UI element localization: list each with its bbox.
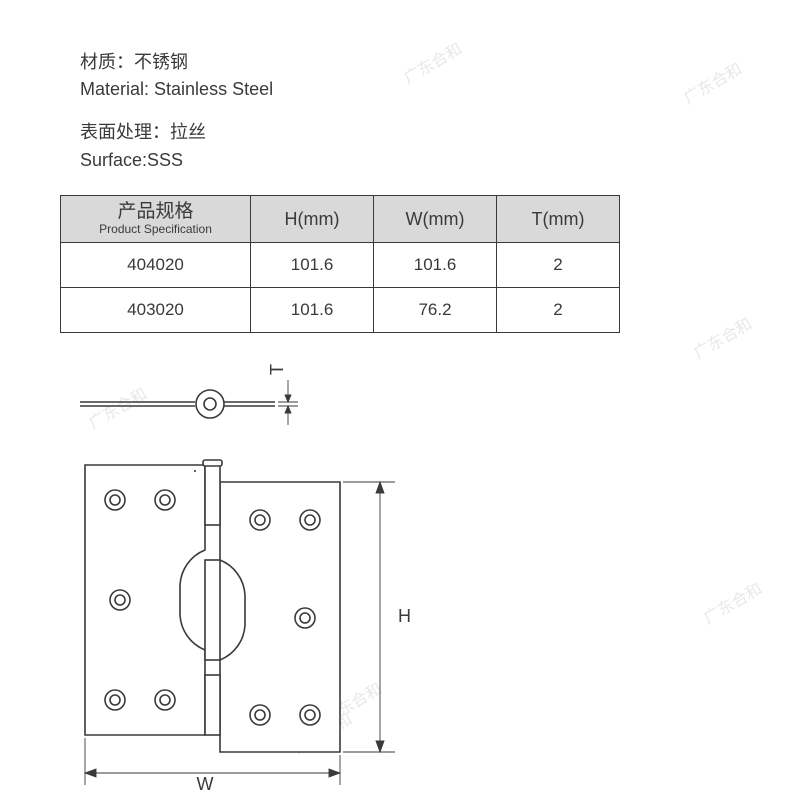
th-t: T(mm) xyxy=(497,196,620,243)
th-spec-cn: 产品规格 xyxy=(65,202,246,223)
material-cn-label: 材质： xyxy=(80,52,134,72)
dim-label-t: T xyxy=(267,364,287,375)
diagram-area: T xyxy=(60,360,620,790)
cell-h: 101.6 xyxy=(251,243,374,288)
dim-label-h: H xyxy=(398,606,411,626)
cell-w: 101.6 xyxy=(374,243,497,288)
spec-table-wrap: 产品规格 Product Specification H(mm) W(mm) T… xyxy=(60,195,620,333)
watermark: 广东合和 xyxy=(698,576,765,629)
table-header-row: 产品规格 Product Specification H(mm) W(mm) T… xyxy=(61,196,620,243)
spec-table: 产品规格 Product Specification H(mm) W(mm) T… xyxy=(60,195,620,333)
watermark: 广东合和 xyxy=(678,56,745,109)
th-spec-en: Product Specification xyxy=(65,223,246,236)
spec-text-block: 材质：不锈钢 Material: Stainless Steel 表面处理：拉丝… xyxy=(80,50,273,175)
watermark: 广东合和 xyxy=(398,36,465,89)
surface-en-value: SSS xyxy=(147,150,183,170)
th-w: W(mm) xyxy=(374,196,497,243)
cell-spec: 404020 xyxy=(61,243,251,288)
hinge-diagram: T xyxy=(60,360,620,790)
cell-t: 2 xyxy=(497,288,620,333)
cell-w: 76.2 xyxy=(374,288,497,333)
surface-en-label: Surface: xyxy=(80,150,147,170)
material-en-value: Stainless Steel xyxy=(154,79,273,99)
cell-spec: 403020 xyxy=(61,288,251,333)
table-row: 403020 101.6 76.2 2 xyxy=(61,288,620,333)
th-h: H(mm) xyxy=(251,196,374,243)
surface-cn-label: 表面处理： xyxy=(80,122,170,142)
cell-h: 101.6 xyxy=(251,288,374,333)
dim-label-w: W xyxy=(197,774,214,790)
table-row: 404020 101.6 101.6 2 xyxy=(61,243,620,288)
watermark: 广东合和 xyxy=(688,311,755,364)
surface-cn-value: 拉丝 xyxy=(170,122,206,142)
material-en-label: Material: xyxy=(80,79,154,99)
material-cn-value: 不锈钢 xyxy=(134,52,188,72)
cell-t: 2 xyxy=(497,243,620,288)
